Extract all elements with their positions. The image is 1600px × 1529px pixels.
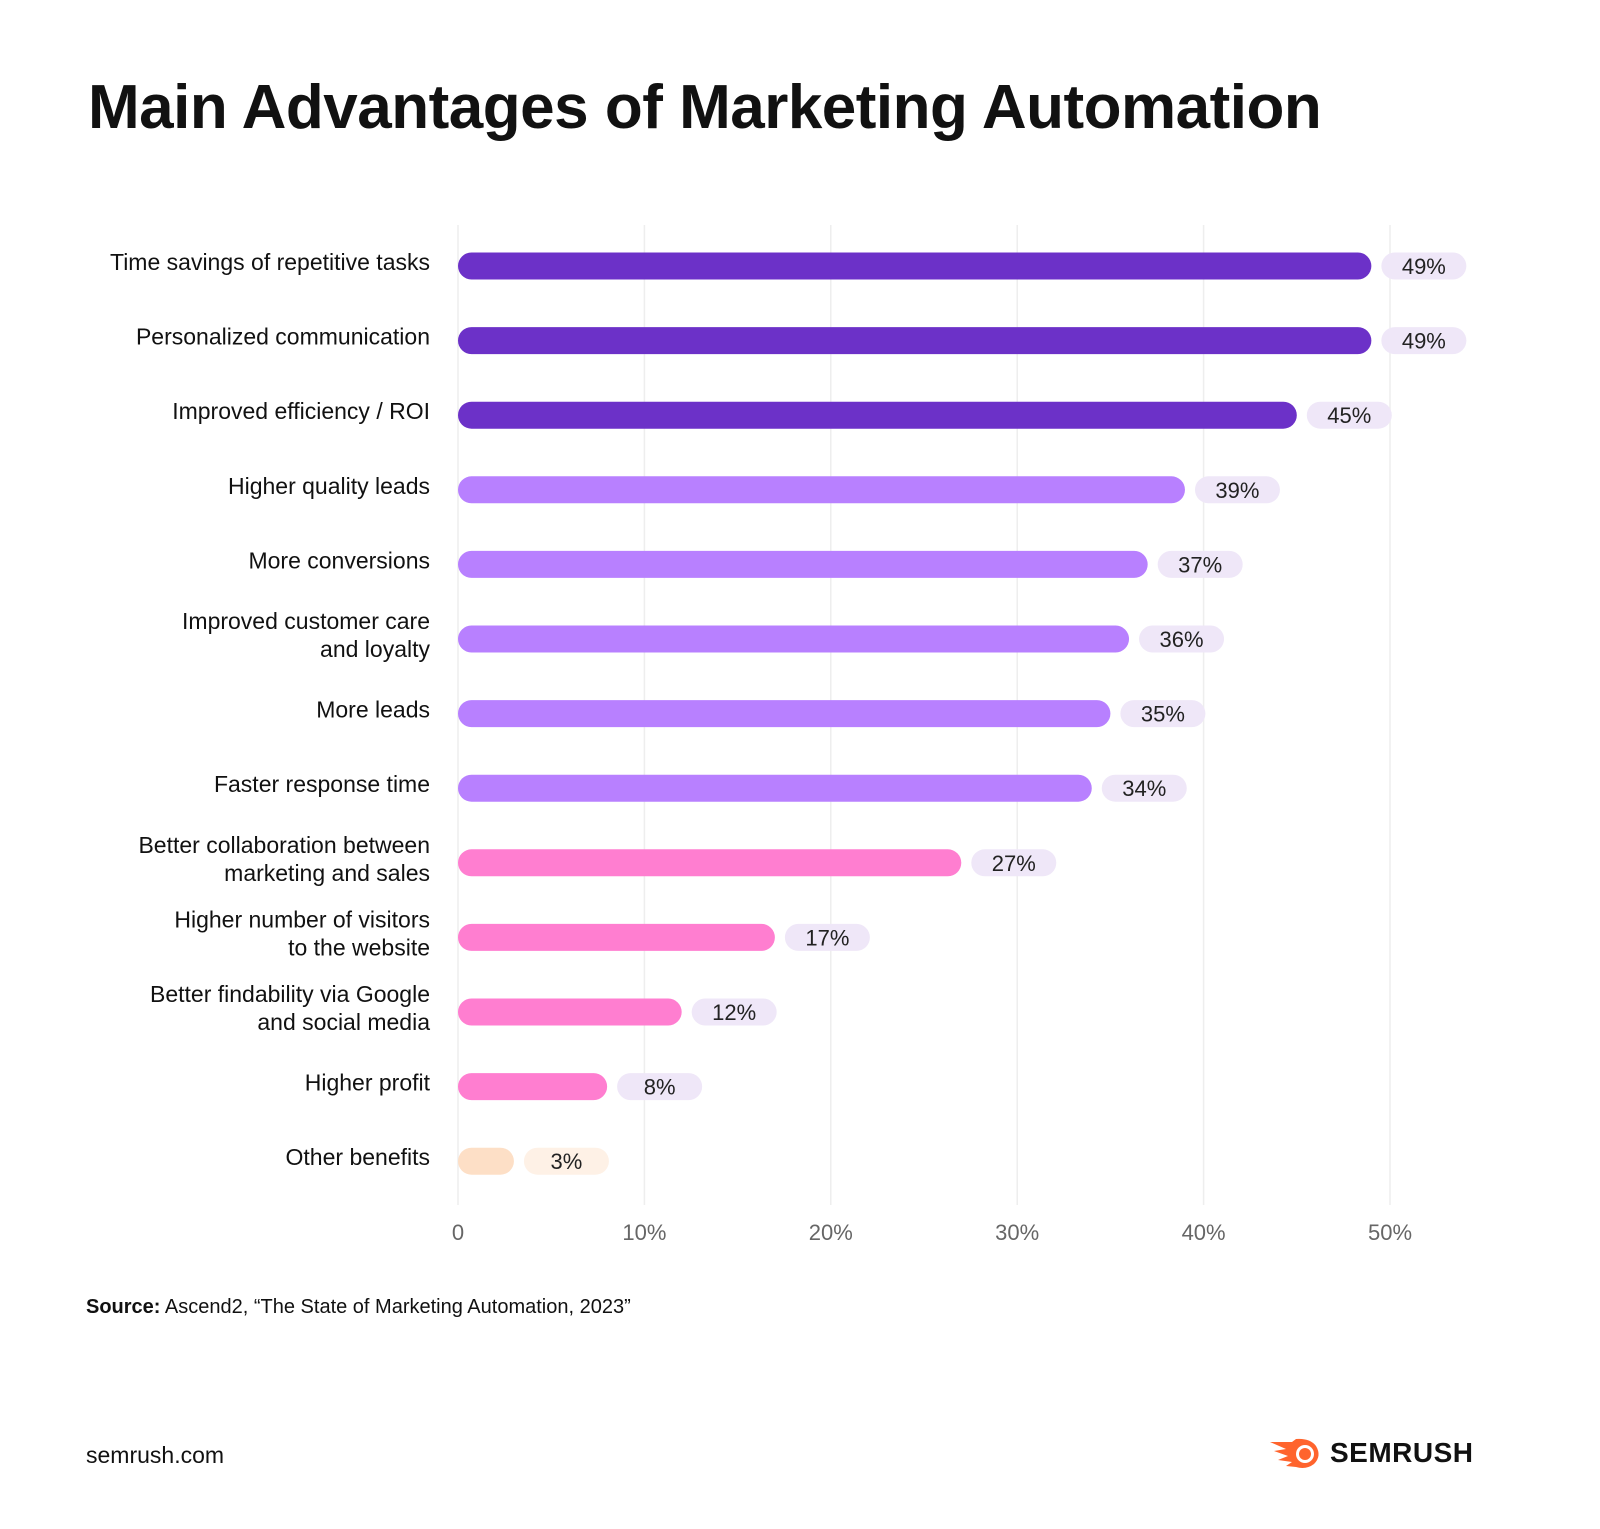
value-label: 3% bbox=[551, 1149, 583, 1174]
category-label: Faster response time bbox=[214, 771, 430, 797]
category-label: Better findability via Google bbox=[150, 981, 430, 1007]
category-label: Time savings of repetitive tasks bbox=[110, 249, 430, 275]
value-label-pill bbox=[691, 998, 777, 1026]
category-label: and social media bbox=[257, 1009, 430, 1035]
category-label: More leads bbox=[316, 697, 430, 723]
source-label: Source: bbox=[86, 1296, 161, 1318]
bar bbox=[458, 1147, 514, 1175]
value-label-pill bbox=[1101, 774, 1187, 802]
bar bbox=[458, 476, 1185, 504]
bar bbox=[458, 998, 682, 1026]
category-label: Higher profit bbox=[305, 1070, 431, 1096]
bar bbox=[458, 252, 1372, 280]
value-label-pill bbox=[1157, 550, 1243, 578]
value-label-pill bbox=[1381, 327, 1467, 355]
category-label: Higher number of visitors bbox=[174, 906, 430, 932]
value-label: 39% bbox=[1215, 478, 1259, 503]
chart-title: Main Advantages of Marketing Automation bbox=[88, 73, 1322, 142]
value-label-pill bbox=[617, 1073, 703, 1101]
value-label-pill bbox=[523, 1147, 609, 1175]
x-tick-label: 0 bbox=[452, 1220, 464, 1245]
bar bbox=[458, 923, 775, 951]
value-label-pill bbox=[1139, 625, 1225, 653]
category-label: Personalized communication bbox=[136, 324, 430, 350]
value-label: 36% bbox=[1160, 627, 1204, 652]
brand-name: SEMRUSH bbox=[1330, 1437, 1474, 1468]
value-label: 34% bbox=[1122, 776, 1166, 801]
x-tick-label: 10% bbox=[622, 1220, 666, 1245]
semrush-flame-icon bbox=[1270, 1438, 1319, 1468]
category-label: More conversions bbox=[248, 547, 430, 573]
value-label: 8% bbox=[644, 1075, 676, 1100]
bar-chart: 0 10% 20% 30% 40% 50% 49% Time savings of repet… bbox=[110, 225, 1467, 1245]
category-label: marketing and sales bbox=[224, 860, 430, 886]
source-text: Ascend2, “The State of Marketing Automat… bbox=[160, 1296, 631, 1318]
site-url: semrush.com bbox=[86, 1442, 225, 1468]
x-tick-label: 20% bbox=[809, 1220, 853, 1245]
value-label-pill bbox=[971, 849, 1057, 877]
category-label: Improved efficiency / ROI bbox=[172, 398, 430, 424]
category-label: Other benefits bbox=[286, 1144, 430, 1170]
value-label-pill bbox=[1306, 401, 1392, 429]
value-label: 49% bbox=[1402, 329, 1446, 354]
value-label-pill bbox=[1381, 252, 1467, 280]
category-label: Better collaboration between bbox=[138, 832, 430, 858]
value-label-pill bbox=[1120, 700, 1206, 728]
bar bbox=[458, 849, 962, 877]
x-tick-label: 30% bbox=[995, 1220, 1039, 1245]
bar bbox=[458, 327, 1372, 355]
category-label: Higher quality leads bbox=[228, 473, 430, 499]
bar bbox=[458, 700, 1111, 728]
value-label: 35% bbox=[1141, 702, 1185, 727]
bar bbox=[458, 1073, 608, 1101]
category-label: and loyalty bbox=[320, 636, 430, 662]
bar bbox=[458, 550, 1148, 578]
value-label: 49% bbox=[1402, 254, 1446, 279]
bar bbox=[458, 625, 1130, 653]
x-tick-label: 50% bbox=[1368, 1220, 1412, 1245]
value-label-pill bbox=[784, 923, 870, 951]
source-note: Source: Ascend2, “The State of Marketing… bbox=[86, 1296, 631, 1319]
value-label: 45% bbox=[1327, 403, 1371, 428]
value-label: 17% bbox=[805, 925, 849, 950]
bar bbox=[458, 774, 1092, 802]
value-label-pill bbox=[1194, 476, 1280, 504]
value-label: 37% bbox=[1178, 552, 1222, 577]
semrush-logo: SEMRUSH bbox=[1270, 1436, 1474, 1470]
bar bbox=[458, 401, 1297, 429]
value-label: 12% bbox=[712, 1000, 756, 1025]
x-tick-label: 40% bbox=[1182, 1220, 1226, 1245]
category-label: Improved customer care bbox=[182, 608, 430, 634]
category-label: to the website bbox=[288, 934, 430, 960]
value-label: 27% bbox=[992, 851, 1036, 876]
